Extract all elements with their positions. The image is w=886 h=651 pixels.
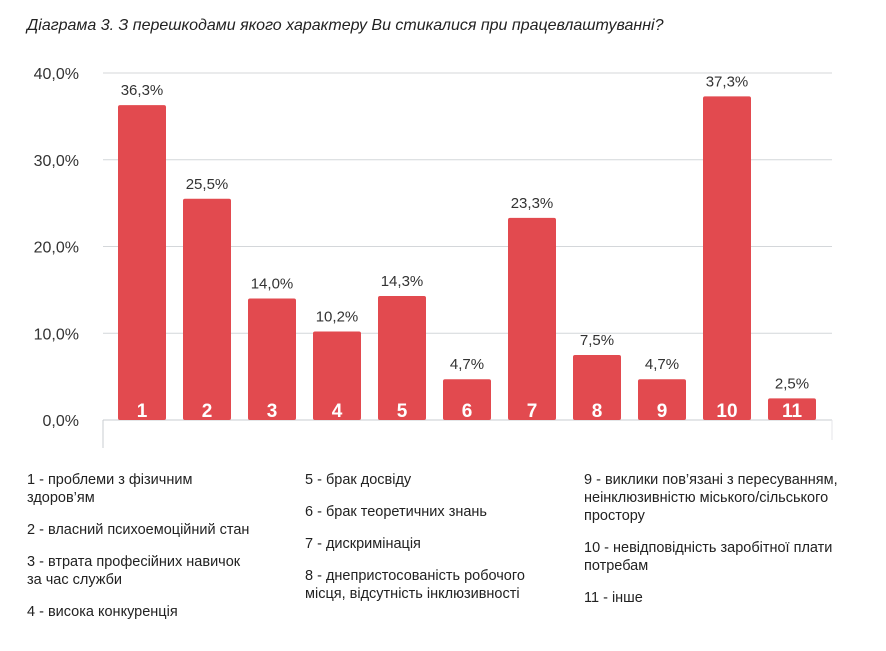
category-label: 10 xyxy=(716,401,737,422)
y-tick-label: 0,0% xyxy=(43,413,79,430)
bar-chart: 0,0% 10,0% 20,0% 30,0% 40,0% 36,3% 1 25,5% 2 14,0… xyxy=(34,66,833,448)
category-label: 3 xyxy=(267,401,278,422)
data-label: 36,3% xyxy=(121,82,164,99)
legend-item: 4 - висока конкуренція xyxy=(27,604,178,620)
data-label: 7,5% xyxy=(580,332,614,349)
data-label: 4,7% xyxy=(450,356,484,373)
bar xyxy=(768,398,816,420)
y-tick-label: 10,0% xyxy=(34,326,79,343)
bar xyxy=(573,354,621,420)
data-label: 25,5% xyxy=(186,176,229,193)
bar xyxy=(703,96,751,421)
bar xyxy=(443,379,491,420)
data-label: 2,5% xyxy=(775,375,809,392)
data-label: 14,0% xyxy=(251,276,294,293)
legend-column-1: 1 - проблеми з фізичним здоров’ям 2 - вл… xyxy=(27,471,257,635)
bar xyxy=(248,298,296,420)
category-label: 7 xyxy=(527,401,538,422)
category-label: 1 xyxy=(137,401,148,422)
category-label: 5 xyxy=(397,401,408,422)
data-label: 14,3% xyxy=(381,273,424,290)
bar xyxy=(378,295,426,420)
bar xyxy=(118,105,166,420)
y-tick-label: 30,0% xyxy=(34,153,79,170)
legend-item: 3 - втрата професійних навичок за час сл… xyxy=(27,554,241,588)
category-label: 9 xyxy=(657,401,668,422)
y-tick-label: 20,0% xyxy=(34,240,79,257)
legend-item: 9 - виклики пов’язані з пересуванням, не… xyxy=(584,472,838,524)
bar xyxy=(183,198,231,420)
bar xyxy=(638,379,686,420)
legend-item: 8 - днепристосованість робочого місця, в… xyxy=(305,568,525,602)
legend-column-2: 5 - брак досвіду 6 - брак теоретичних зн… xyxy=(305,471,535,617)
y-tick-label: 40,0% xyxy=(34,66,79,83)
category-label: 6 xyxy=(462,401,473,422)
data-label: 4,7% xyxy=(645,356,679,373)
category-label: 2 xyxy=(202,401,213,422)
legend-item: 1 - проблеми з фізичним здоров’ям xyxy=(27,472,193,506)
data-label: 10,2% xyxy=(316,309,359,326)
legend-item: 5 - брак досвіду xyxy=(305,472,412,488)
data-label: 37,3% xyxy=(706,73,749,90)
category-label: 8 xyxy=(592,401,603,422)
category-label: 4 xyxy=(332,401,343,422)
legend-item: 10 - невідповідність заробітної плати по… xyxy=(584,540,833,574)
legend-item: 2 - власний психоемоційний стан xyxy=(27,522,250,538)
bar xyxy=(313,331,361,420)
legend-item: 6 - брак теоретичних знань xyxy=(305,504,487,520)
legend-item: 7 - дискримінація xyxy=(305,536,421,552)
bar xyxy=(508,217,556,420)
legend-column-3: 9 - виклики пов’язані з пересуванням, не… xyxy=(584,471,842,621)
category-label: 11 xyxy=(782,401,803,422)
chart-title: Діаграма 3. З перешкодами якого характер… xyxy=(27,17,664,34)
legend-item: 11 - інше xyxy=(584,590,643,606)
data-label: 23,3% xyxy=(511,195,554,212)
